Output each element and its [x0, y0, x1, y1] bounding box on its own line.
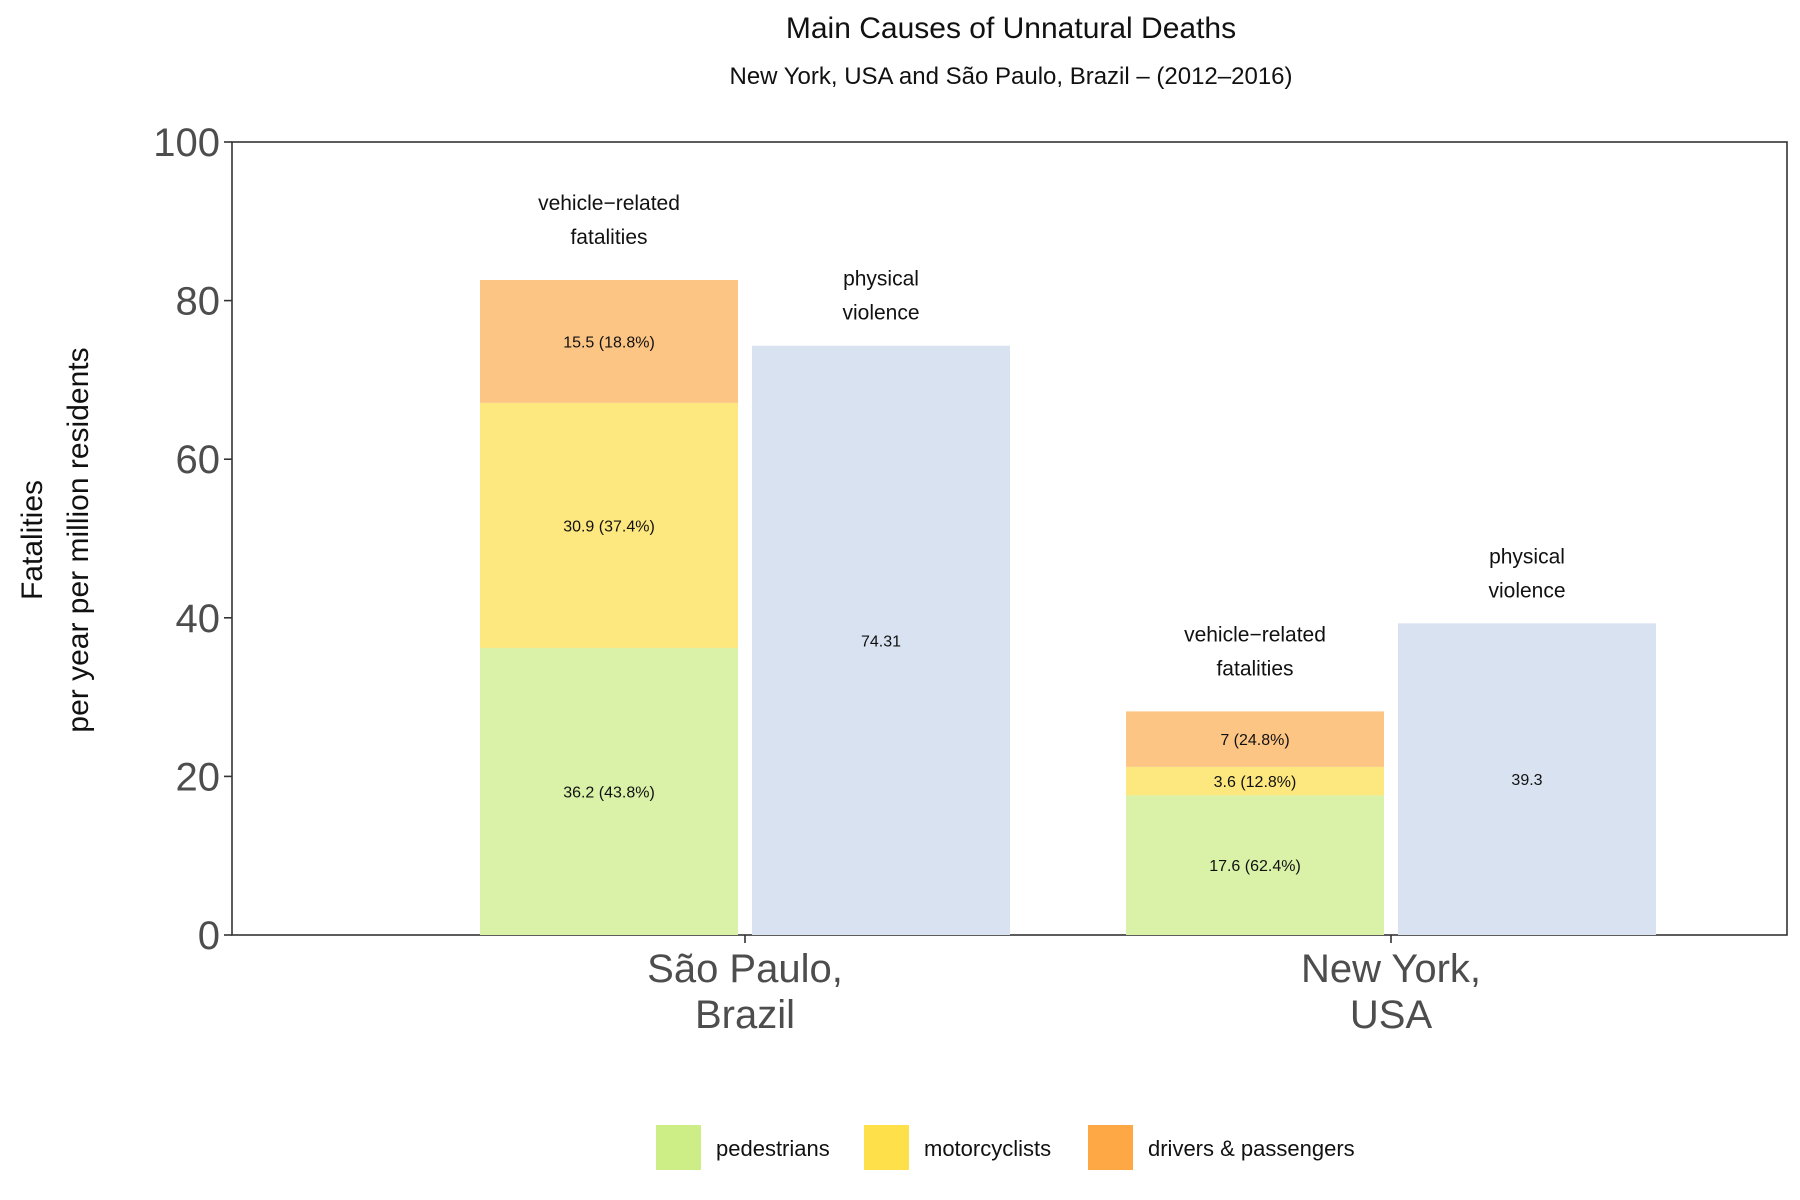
vehicle-annotation-line1: vehicle−related: [538, 192, 680, 215]
bar-violence: [752, 345, 1010, 936]
bar-value-label: 7 (24.8%): [1220, 732, 1289, 749]
violence-annotation-line1: physical: [1489, 545, 1565, 568]
violence-annotation-line2: violence: [1488, 579, 1565, 602]
x-tick-label-line1: São Paulo,: [647, 947, 843, 991]
vehicle-annotation-line2: fatalities: [570, 226, 647, 249]
y-tick-label: 100: [153, 121, 220, 165]
bar-value-label: 15.5 (18.8%): [563, 334, 655, 351]
legend-swatch: [864, 1125, 909, 1170]
bar-value-label: 30.9 (37.4%): [563, 518, 655, 535]
bar-violence: [1398, 623, 1656, 935]
y-tick-label: 80: [176, 280, 221, 324]
x-tick-label-line1: New York,: [1301, 947, 1481, 991]
bar-segment: [1126, 766, 1384, 796]
bar-value-label: 36.2 (43.8%): [563, 784, 655, 801]
x-tick-label-line2: Brazil: [695, 993, 795, 1037]
bar-value-label: 74.31: [861, 633, 901, 650]
bar-segment: [480, 279, 738, 403]
legend-label: pedestrians: [716, 1136, 830, 1161]
y-tick-label: 40: [176, 597, 221, 641]
bar-value-label: 17.6 (62.4%): [1209, 858, 1301, 875]
bar-segment: [1126, 795, 1384, 935]
vehicle-annotation-line2: fatalities: [1216, 657, 1293, 680]
bar-segment: [480, 647, 738, 935]
legend-swatch: [1088, 1125, 1133, 1170]
legend-label: motorcyclists: [924, 1136, 1051, 1161]
legend-label: drivers & passengers: [1148, 1136, 1355, 1161]
y-tick-label: 60: [176, 438, 221, 482]
y-tick-label: 0: [198, 914, 220, 958]
bar-value-label: 39.3: [1511, 772, 1542, 789]
bar-value-label: 3.6 (12.8%): [1214, 774, 1297, 791]
bar-segment: [480, 402, 738, 648]
chart-title: Main Causes of Unnatural Deaths: [786, 12, 1236, 45]
violence-annotation-line1: physical: [843, 268, 919, 291]
vehicle-annotation-line1: vehicle−related: [1184, 623, 1326, 646]
y-tick-label: 20: [176, 755, 221, 799]
y-axis-label-line2: per year per million residents: [62, 347, 95, 732]
plot-area: 0 20 40 60 80 100 Fatalities per year per milli…: [16, 121, 1788, 1170]
x-tick-label-line2: USA: [1350, 993, 1433, 1037]
legend-swatch: [656, 1125, 701, 1170]
chart-subtitle: New York, USA and São Paulo, Brazil – (2…: [729, 63, 1292, 90]
y-axis-label-line1: Fatalities: [16, 480, 49, 600]
violence-annotation-line2: violence: [842, 302, 919, 325]
bar-segment: [1126, 711, 1384, 767]
